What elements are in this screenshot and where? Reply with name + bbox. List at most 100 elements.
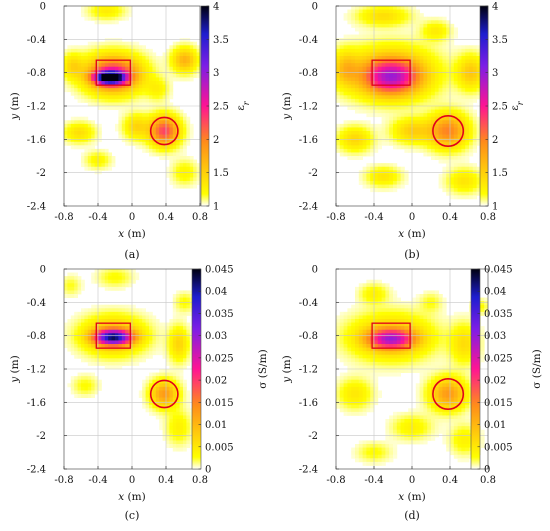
heatmap-cell <box>378 24 382 28</box>
heatmap-cell <box>435 323 439 327</box>
heatmap-cell <box>166 120 170 124</box>
heatmap-cell <box>169 177 173 181</box>
heatmap-cell <box>351 369 355 373</box>
heatmap-cell <box>125 135 129 139</box>
heatmap-cell <box>404 113 408 117</box>
heatmap-cell <box>169 70 173 74</box>
heatmap-cell <box>166 333 170 337</box>
heatmap-cell <box>190 67 194 71</box>
heatmap-cell <box>416 294 420 298</box>
heatmap-cell <box>91 85 95 89</box>
heatmap-cell <box>81 337 85 341</box>
heatmap-cell <box>401 56 405 60</box>
heatmap-cell <box>397 337 401 341</box>
heatmap-cell <box>363 142 367 146</box>
heatmap-cell <box>84 387 88 391</box>
heatmap-cell <box>101 330 105 334</box>
heatmap-cell <box>435 17 439 21</box>
heatmap-cell <box>355 49 359 53</box>
heatmap-cell <box>435 312 439 316</box>
heatmap-cell <box>344 355 348 359</box>
heatmap-cell <box>135 45 139 49</box>
heatmap-cell <box>382 305 386 309</box>
heatmap-cell <box>366 380 370 384</box>
heatmap-cell <box>420 298 424 302</box>
heatmap-cell <box>351 455 355 459</box>
heatmap-cell <box>118 113 122 117</box>
heatmap-cell <box>366 408 370 412</box>
heatmap-cell <box>393 185 397 189</box>
heatmap-cell <box>186 437 190 441</box>
heatmap-cell <box>149 340 153 344</box>
heatmap-cell <box>404 99 408 103</box>
heatmap-cell <box>458 131 462 135</box>
heatmap-cell <box>420 387 424 391</box>
heatmap-cell <box>423 340 427 344</box>
heatmap-cell <box>366 60 370 64</box>
heatmap-cell <box>142 74 146 78</box>
heatmap-cell <box>458 49 462 53</box>
heatmap-cell <box>142 124 146 128</box>
heatmap-cell <box>374 6 378 10</box>
heatmap-cell <box>118 315 122 319</box>
heatmap-cell <box>183 74 187 78</box>
heatmap-cell <box>344 319 348 323</box>
heatmap-cell <box>166 376 170 380</box>
heatmap-cell <box>439 60 443 64</box>
heatmap-cell <box>385 13 389 17</box>
heatmap-cell <box>427 358 431 362</box>
heatmap-cell <box>71 280 75 284</box>
heatmap-cell <box>347 369 351 373</box>
heatmap-cell <box>64 63 68 67</box>
heatmap-cell <box>366 74 370 78</box>
heatmap-cell <box>374 337 378 341</box>
heatmap-cell <box>473 124 477 128</box>
heatmap-cell <box>416 412 420 416</box>
heatmap-cell <box>71 276 75 280</box>
heatmap-cell <box>450 131 454 135</box>
heatmap-cell <box>180 149 184 153</box>
heatmap-cell <box>363 451 367 455</box>
heatmap-cell <box>397 170 401 174</box>
heatmap-cell <box>435 99 439 103</box>
heatmap-cell <box>401 185 405 189</box>
heatmap-cell <box>378 440 382 444</box>
heatmap-cell <box>91 56 95 60</box>
heatmap-cell <box>67 319 71 323</box>
heatmap-cell <box>176 305 180 309</box>
heatmap-cell <box>146 131 150 135</box>
heatmap-cell <box>81 63 85 67</box>
heatmap-cell <box>420 351 424 355</box>
heatmap-cell <box>404 362 408 366</box>
heatmap-cell <box>454 149 458 153</box>
heatmap-cell <box>427 81 431 85</box>
heatmap-cell <box>351 106 355 110</box>
heatmap-cell <box>183 170 187 174</box>
heatmap-cell <box>401 113 405 117</box>
heatmap-cell <box>186 430 190 434</box>
heatmap-cell <box>389 373 393 377</box>
heatmap-cell <box>166 430 170 434</box>
heatmap-cell <box>173 419 177 423</box>
heatmap-cell <box>108 92 112 96</box>
y-tick-label: -0.8 <box>27 68 46 79</box>
heatmap-cell <box>152 376 156 380</box>
heatmap-cell <box>98 49 102 53</box>
heatmap-cell <box>355 340 359 344</box>
heatmap-cell <box>156 131 160 135</box>
heatmap-cell <box>450 174 454 178</box>
heatmap-cell <box>473 120 477 124</box>
heatmap-cell <box>431 301 435 305</box>
heatmap-cell <box>173 42 177 46</box>
heatmap-cell <box>146 138 150 142</box>
heatmap-cell <box>169 167 173 171</box>
heatmap-cell <box>355 95 359 99</box>
heatmap-cell <box>431 405 435 409</box>
heatmap-cell <box>81 323 85 327</box>
heatmap-cell <box>355 81 359 85</box>
heatmap-cell <box>166 383 170 387</box>
heatmap-cell <box>393 131 397 135</box>
heatmap-cell <box>355 38 359 42</box>
heatmap-cell <box>88 52 92 56</box>
heatmap-cell <box>156 323 160 327</box>
